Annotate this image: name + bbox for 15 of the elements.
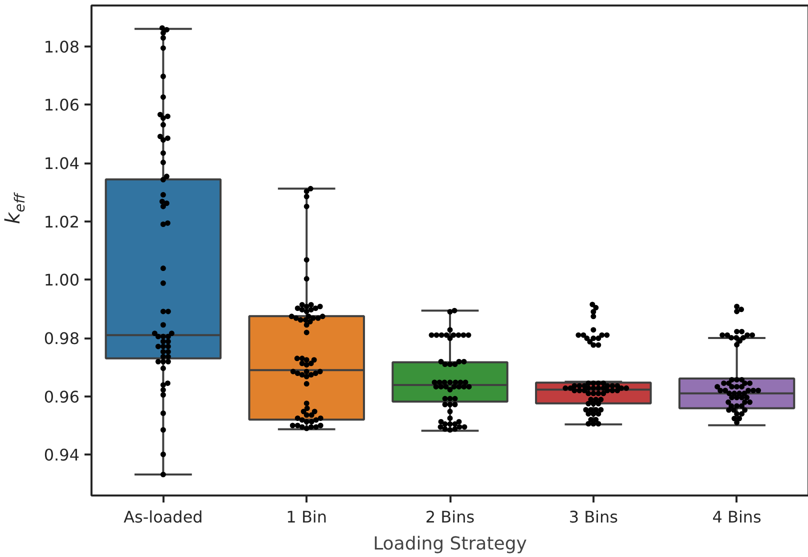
x-tick-label: 1 Bin — [286, 508, 328, 526]
y-tick-label: 0.96 — [44, 387, 80, 406]
y-tick-label: 0.98 — [44, 329, 80, 348]
y-tick-label: 1.06 — [44, 96, 80, 115]
y-tick-label: 1.08 — [44, 37, 80, 56]
x-axis-title: Loading Strategy — [373, 534, 528, 554]
x-tick-label: 2 Bins — [425, 508, 475, 526]
y-tick-label: 0.94 — [44, 446, 80, 465]
x-tick-label: 3 Bins — [568, 508, 618, 526]
y-axis-title: keff — [0, 192, 28, 224]
y-tick-label: 1.00 — [44, 270, 80, 290]
x-tick-label: 4 Bins — [712, 508, 762, 526]
y-tick-label: 1.02 — [44, 212, 80, 232]
x-tick-label: As-loaded — [124, 508, 203, 526]
y-tick-label: 1.04 — [44, 154, 80, 173]
